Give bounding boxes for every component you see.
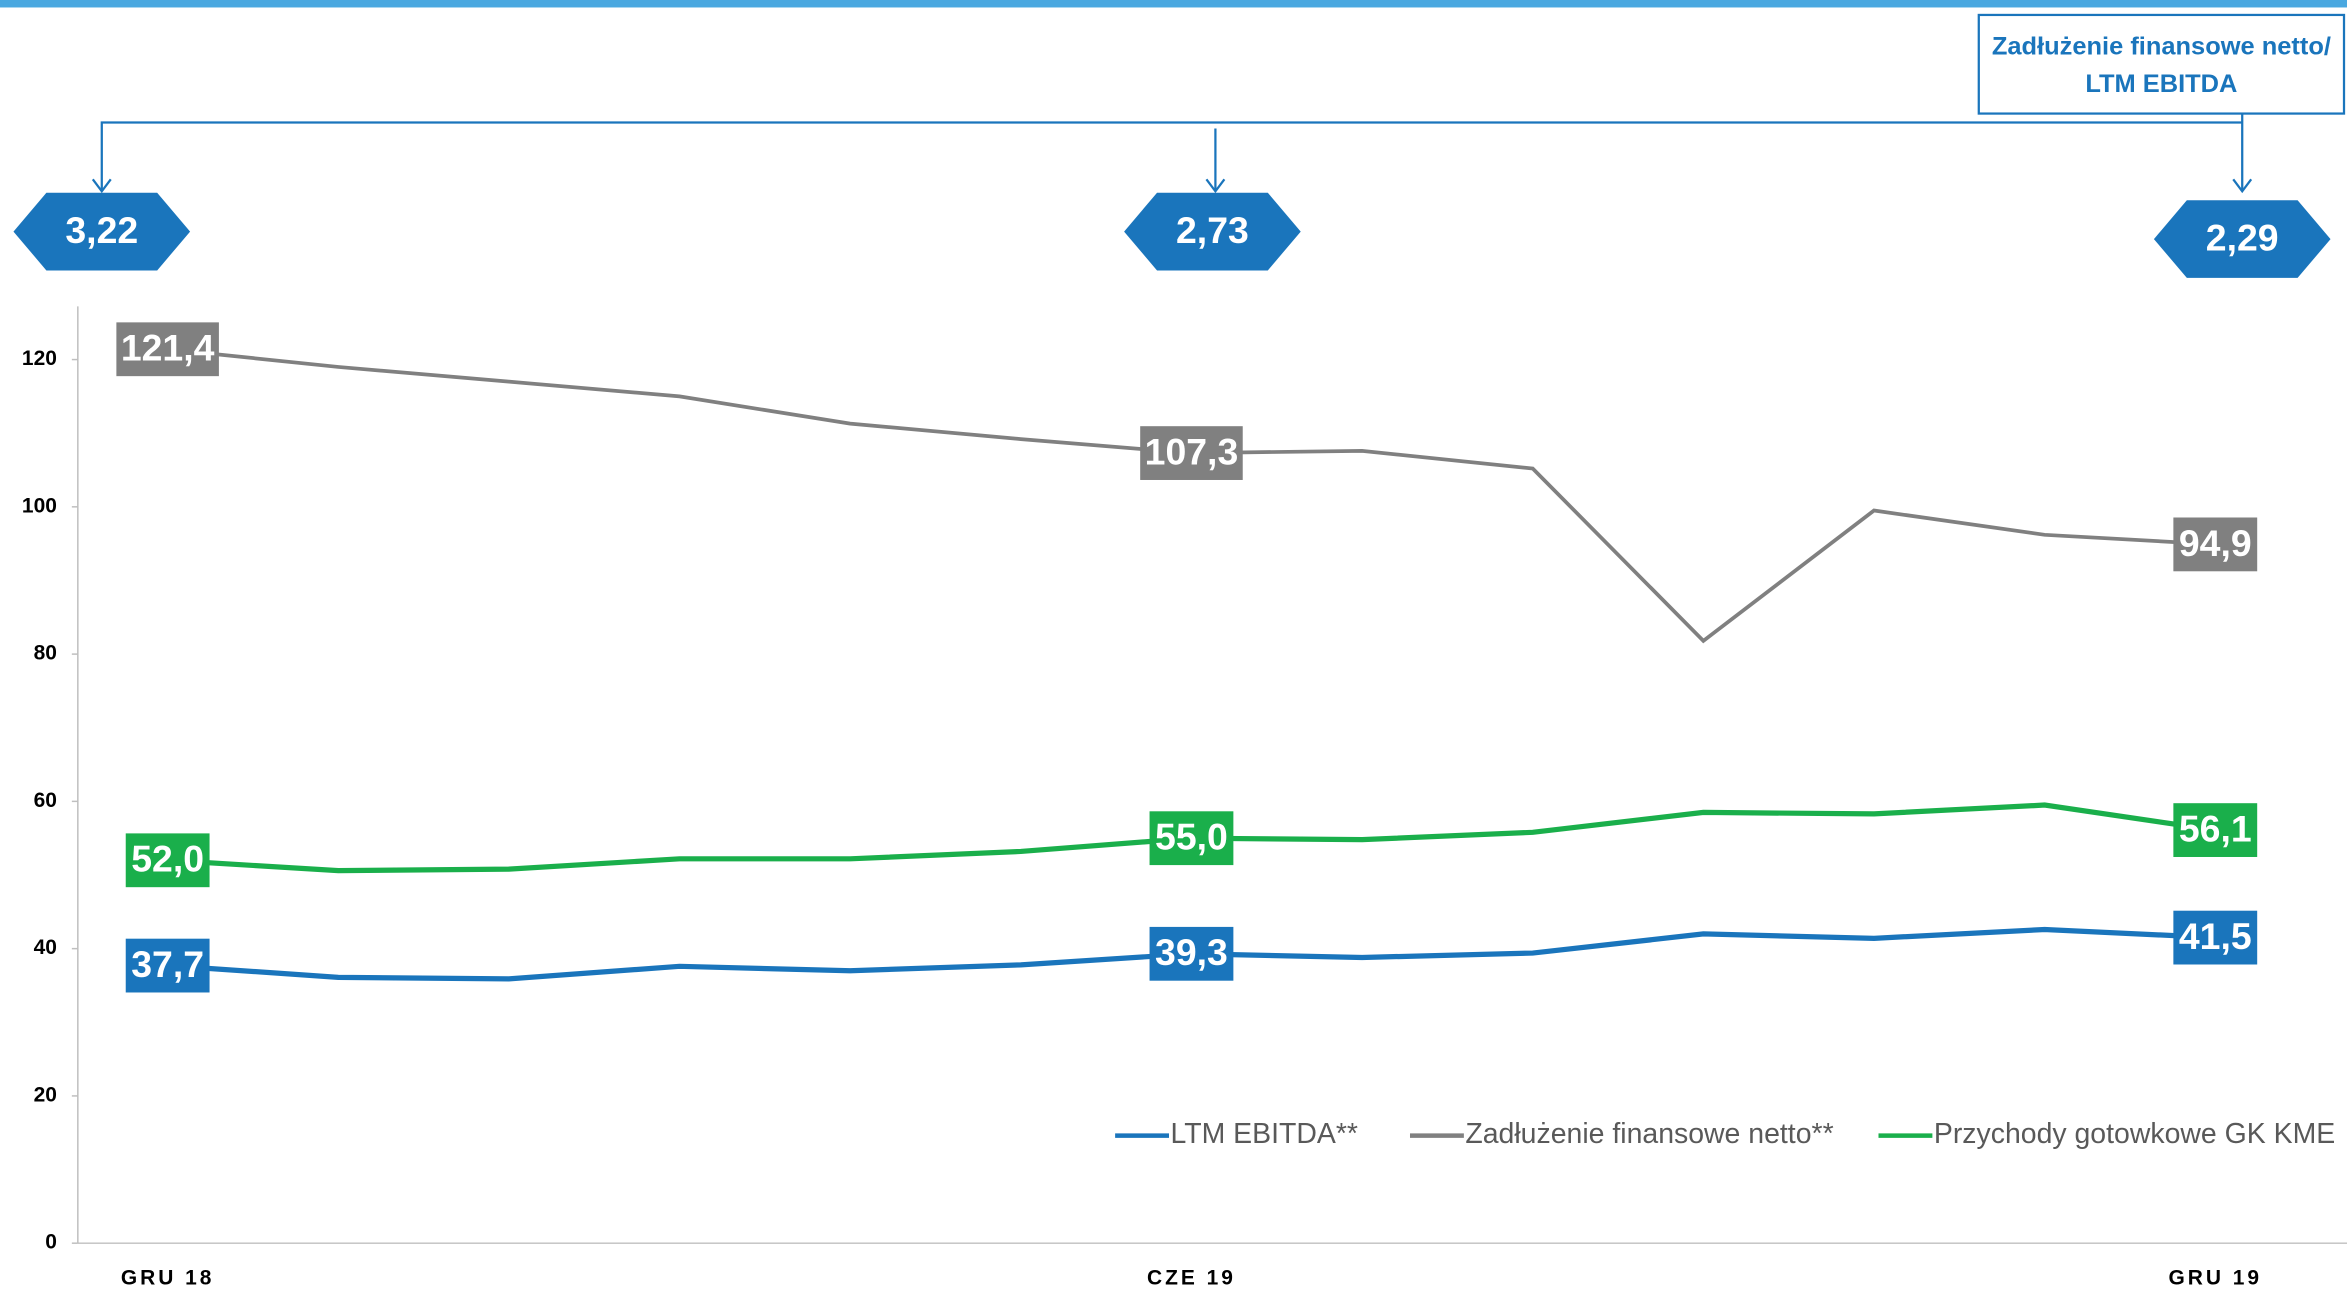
y-tick-label: 80: [34, 642, 57, 665]
data-label-box: [1149, 811, 1234, 866]
data-label: 55,0: [1155, 816, 1228, 858]
data-label-box: [125, 833, 210, 888]
ratio-badge: [1124, 192, 1301, 271]
data-label-box: [2173, 517, 2258, 572]
x-tick-label: GRU 19: [2168, 1267, 2262, 1290]
y-tick-label: 100: [22, 494, 57, 517]
data-label-box: [125, 938, 210, 993]
data-label: 39,3: [1155, 931, 1228, 973]
ratio-badge: [2153, 200, 2331, 278]
y-tick-label: 40: [34, 936, 57, 959]
data-label-box: [2173, 910, 2258, 965]
x-tick-label: GRU 18: [121, 1267, 215, 1290]
ratio-label: 2,29: [2206, 216, 2279, 258]
data-label-box: [1149, 926, 1234, 981]
ratio-title-box: [1977, 13, 2346, 115]
data-label: 94,9: [2179, 522, 2252, 564]
data-label: 56,1: [2179, 807, 2252, 849]
bracket: [91, 113, 2253, 194]
x-tick-label: CZE 19: [1147, 1267, 1236, 1290]
y-tick-label: 120: [22, 347, 57, 370]
data-label-box: [116, 322, 219, 377]
data-label: 37,7: [131, 943, 204, 985]
top-bar: [0, 0, 2347, 8]
legend-label: LTM EBITDA**: [1171, 1118, 1358, 1150]
data-label-box: [1140, 426, 1243, 480]
data-label: 52,0: [131, 838, 204, 880]
ratio-label: 3,22: [65, 209, 138, 251]
legend-label: Zadłużenie finansowe netto**: [1465, 1118, 1833, 1150]
data-label: 41,5: [2179, 915, 2252, 957]
ratio-title: LTM EBITDA: [2085, 70, 2237, 98]
y-tick-label: 60: [34, 789, 57, 812]
legend-label: Przychody gotowkowe GK KME: [1934, 1118, 2335, 1150]
ratio-badge: [13, 192, 191, 271]
series-line: [167, 347, 2216, 644]
data-label: 107,3: [1145, 430, 1239, 472]
ratio-title: Zadłużenie finansowe netto/: [1992, 33, 2331, 61]
y-tick-label: 0: [45, 1231, 57, 1254]
y-tick-label: 20: [34, 1083, 57, 1106]
data-label-box: [2173, 803, 2258, 857]
ratio-label: 2,73: [1176, 209, 1249, 251]
data-label: 121,4: [121, 327, 215, 369]
